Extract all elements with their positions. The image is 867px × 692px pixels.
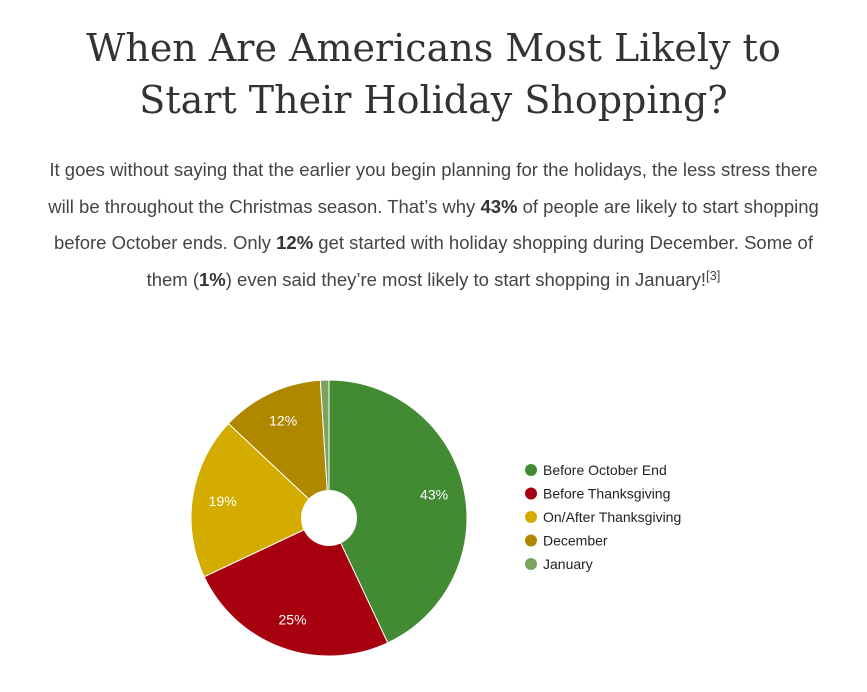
intro-text-1: It goes without saying that the earlier … [48, 159, 818, 217]
citation-link[interactable]: [3] [705, 267, 721, 283]
legend-marker-january[interactable] [525, 558, 537, 570]
legend-marker-on-after-thanksgiving[interactable] [525, 511, 537, 523]
intro-paragraph: It goes without saying that the earlier … [40, 152, 827, 298]
holiday-shopping-pie-chart: 43% 25% 19% 12% Before October End Before Th… [190, 379, 681, 657]
pie-slice-on-after-thanksgiving[interactable] [190, 422, 330, 578]
intro-stat-1: 1% [199, 268, 226, 290]
legend-marker-before-october-end[interactable] [525, 464, 537, 476]
intro-text-4: ) even said they’re most likely to start… [225, 268, 706, 290]
pie-slice-january[interactable] [319, 379, 330, 519]
pie-slice-december[interactable] [227, 379, 330, 520]
chart-legend: Before October End Before Thanksgiving On/… [525, 462, 681, 572]
title-line-1: When Are Americans Most Likely to [86, 26, 781, 70]
legend-label-on-after-thanksgiving[interactable]: On/After Thanksgiving [543, 509, 681, 525]
intro-stat-12: 12% [276, 232, 314, 253]
pie-slices [190, 379, 468, 657]
legend-marker-december[interactable] [525, 534, 537, 547]
pie-slice-before-october-end[interactable] [328, 379, 468, 644]
pie-slice-before-thanksgiving[interactable] [203, 517, 389, 657]
legend-label-before-thanksgiving[interactable]: Before Thanksgiving [543, 486, 670, 502]
title-line-2: Start Their Holiday Shopping? [139, 78, 728, 122]
pie-label-before-october-end: 43% [420, 487, 448, 503]
pie-label-on-after-thanksgiving: 19% [209, 493, 237, 509]
legend-marker-before-thanksgiving[interactable] [525, 487, 537, 500]
pie-label-december: 12% [269, 413, 297, 429]
pie-labels: 43% 25% 19% 12% [209, 413, 448, 628]
legend-label-december[interactable]: December [543, 533, 608, 549]
intro-text-2: of people are likely to start shopping b… [54, 195, 819, 254]
pie-label-before-thanksgiving: 25% [279, 611, 307, 627]
legend-label-january[interactable]: January [543, 556, 593, 572]
donut-hole [301, 490, 357, 546]
intro-text-3: get started with holiday shopping during… [146, 232, 813, 290]
legend-label-before-october-end[interactable]: Before October End [543, 462, 667, 478]
intro-stat-43: 43% [480, 195, 518, 217]
page-title: When Are Americans Most Likely to Start … [0, 22, 867, 126]
